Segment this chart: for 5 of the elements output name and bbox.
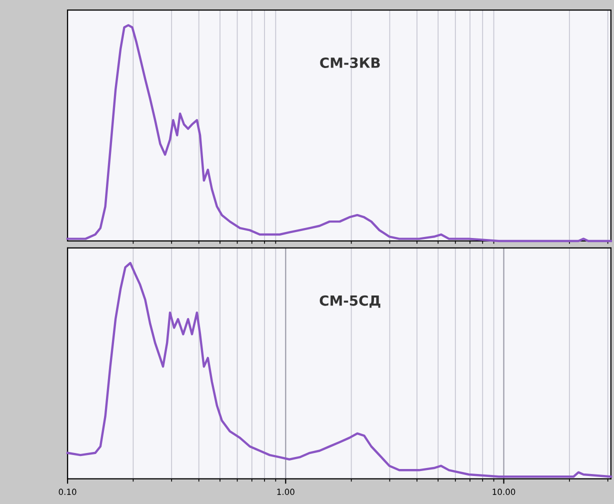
x-tick-label: 0.10 — [58, 488, 76, 495]
x-tick-label: 1.00 — [277, 488, 294, 495]
x-tick-label: 10.00 — [492, 488, 516, 495]
annotation: СМ-3КВ — [320, 57, 380, 68]
annotation: СМ-5СД — [320, 295, 380, 308]
